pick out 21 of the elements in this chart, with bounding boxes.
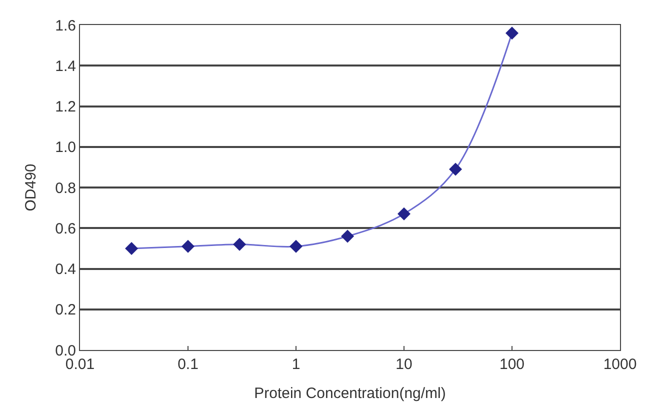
y-tick-label: 1.4 bbox=[55, 58, 76, 75]
y-tick-label: 0.8 bbox=[55, 180, 76, 197]
point bbox=[290, 240, 302, 253]
x-tick-label: 100 bbox=[499, 356, 525, 373]
point bbox=[341, 230, 354, 243]
y-tick-label: 0.6 bbox=[55, 220, 76, 238]
y-axis-title: OD490 bbox=[22, 164, 40, 212]
x-tick-label: 1 bbox=[292, 356, 300, 373]
y-tick-label: 1.0 bbox=[55, 139, 76, 156]
y-tick-label: 0.4 bbox=[55, 261, 76, 278]
y-tick-label: 1.6 bbox=[55, 17, 76, 34]
point bbox=[233, 238, 246, 251]
x-tick-label: 10 bbox=[396, 356, 412, 373]
y-tick-label: 1.2 bbox=[55, 98, 76, 116]
point bbox=[125, 242, 138, 255]
x-axis-title: Protein Concentration(ng/ml) bbox=[254, 385, 446, 402]
x-tick-label: 1000 bbox=[603, 356, 637, 373]
x-tick-label: 0.1 bbox=[178, 356, 198, 373]
y-tick-label: 0.2 bbox=[55, 302, 76, 319]
point bbox=[398, 207, 410, 220]
point bbox=[506, 26, 518, 40]
